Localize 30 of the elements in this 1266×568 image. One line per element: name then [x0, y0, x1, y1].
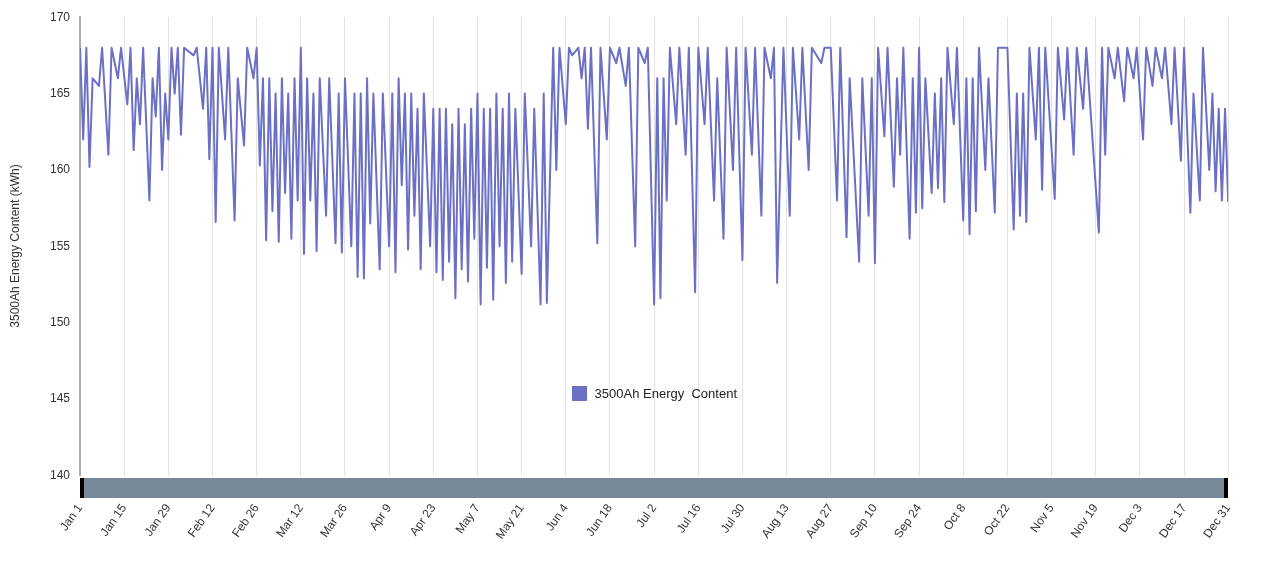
y-tick-label: 165: [49, 85, 71, 100]
y-tick-label: 160: [49, 162, 71, 177]
x-tick-label: Sep 10: [846, 500, 881, 541]
y-tick-label: 145: [49, 391, 71, 406]
y-axis-title: 3500Ah Energy Content (kWh): [8, 163, 23, 331]
x-tick-label: Apr 23: [406, 500, 439, 539]
y-tick-label: 150: [49, 315, 71, 330]
x-tick-label: Dec 31: [1200, 500, 1234, 541]
y-tick-label: 170: [49, 9, 71, 24]
x-tick-label: Jan 1: [56, 500, 86, 534]
x-tick-label: Jun 4: [542, 500, 572, 534]
x-tick-label: Jul 2: [633, 500, 660, 530]
x-tick-label: Jun 18: [583, 500, 616, 539]
x-tick-label: Jan 29: [141, 500, 174, 539]
x-tick-label: Dec 17: [1155, 500, 1190, 541]
x-tick-label: Dec 3: [1115, 500, 1146, 535]
x-tick-label: Mar 12: [273, 500, 307, 540]
x-tick-label: Sep 24: [890, 500, 925, 541]
x-tick-label: Apr 9: [366, 500, 395, 533]
x-tick-label: Feb 12: [184, 500, 218, 540]
x-tick-label: Jul 16: [673, 500, 704, 536]
x-tick-label: Oct 22: [980, 500, 1013, 539]
legend-label: 3500Ah Energy Content: [594, 385, 737, 401]
x-tick-label: Jan 15: [97, 500, 130, 539]
x-tick-label: Jul 30: [717, 500, 748, 536]
x-tick-label: Mar 26: [317, 500, 351, 540]
y-tick-label: 155: [49, 238, 71, 253]
x-tick-label: Oct 8: [940, 500, 969, 533]
y-tick-label: 140: [49, 467, 71, 482]
x-tick-label: Feb 26: [228, 500, 263, 540]
